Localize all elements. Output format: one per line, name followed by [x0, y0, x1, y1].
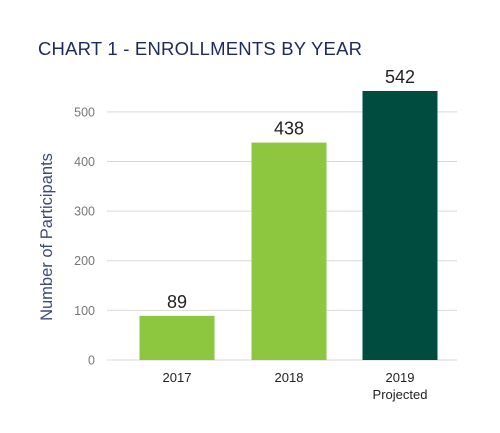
x-tick-label: 2017: [163, 370, 192, 385]
y-tick-label: 200: [74, 254, 95, 268]
bar: [139, 315, 215, 360]
data-label: 542: [385, 67, 415, 87]
y-axis-ticks: 0 100 200 300 400 500: [74, 105, 95, 367]
y-tick-label: 400: [74, 155, 95, 169]
bars: [139, 90, 438, 360]
bar: [251, 142, 327, 360]
data-label: 438: [274, 119, 304, 139]
x-tick-label: 2018: [275, 370, 304, 385]
y-tick-label: 500: [74, 105, 95, 119]
y-tick-label: 100: [74, 304, 95, 318]
bar: [362, 90, 438, 360]
y-tick-label: 0: [88, 354, 95, 368]
x-tick-label: 2019: [386, 370, 415, 385]
data-label: 89: [167, 292, 187, 312]
y-axis-label: Number of Participants: [38, 153, 56, 321]
y-tick-label: 300: [74, 205, 95, 219]
x-axis-ticks: 2017 2018 2019 Projected: [163, 370, 428, 402]
chart-title: CHART 1 - ENROLLMENTS BY YEAR: [38, 38, 363, 59]
data-labels: 89 438 542: [167, 67, 415, 312]
x-tick-sublabel: Projected: [373, 387, 428, 402]
